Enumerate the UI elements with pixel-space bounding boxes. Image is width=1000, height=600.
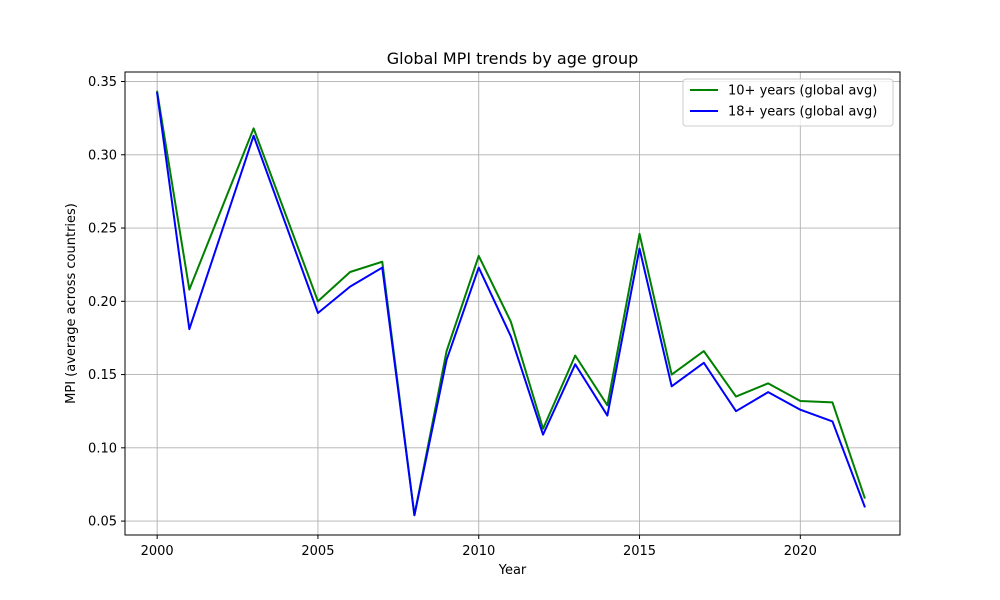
x-tick-label: 2010 [462,544,495,559]
x-axis-label: Year [498,563,527,578]
plot-frame [124,71,901,536]
legend-label-1: 10+ years (global avg) [728,84,877,99]
x-tick-label: 2000 [141,544,174,559]
y-tick-label: 0.35 [88,75,117,90]
y-tick-label: 0.25 [88,222,117,237]
series-line-2 [156,92,866,517]
x-tick-label: 2020 [784,544,817,559]
y-axis-label: MPI (average across countries) [64,203,79,404]
y-tick-label: 0.05 [88,515,117,530]
series-line-1 [156,90,866,517]
legend-box [682,78,894,127]
y-tick-label: 0.20 [88,295,117,310]
legend-label-2: 18+ years (global avg) [728,105,877,120]
x-tick-label: 2015 [623,544,656,559]
grid [125,72,900,535]
y-tick-label: 0.30 [88,148,117,163]
y-tick-label: 0.15 [88,368,117,383]
series-lines [156,90,866,517]
x-tick-label: 2005 [301,544,334,559]
axis-ticks: 2000 2005 2010 2015 2020 0.05 0.10 0.15 0.20 0.25… [88,75,817,559]
y-tick-label: 0.10 [88,441,117,456]
chart-title: Global MPI trends by age group [387,49,639,68]
legend: 10+ years (global avg) 18+ years (global … [682,78,894,127]
